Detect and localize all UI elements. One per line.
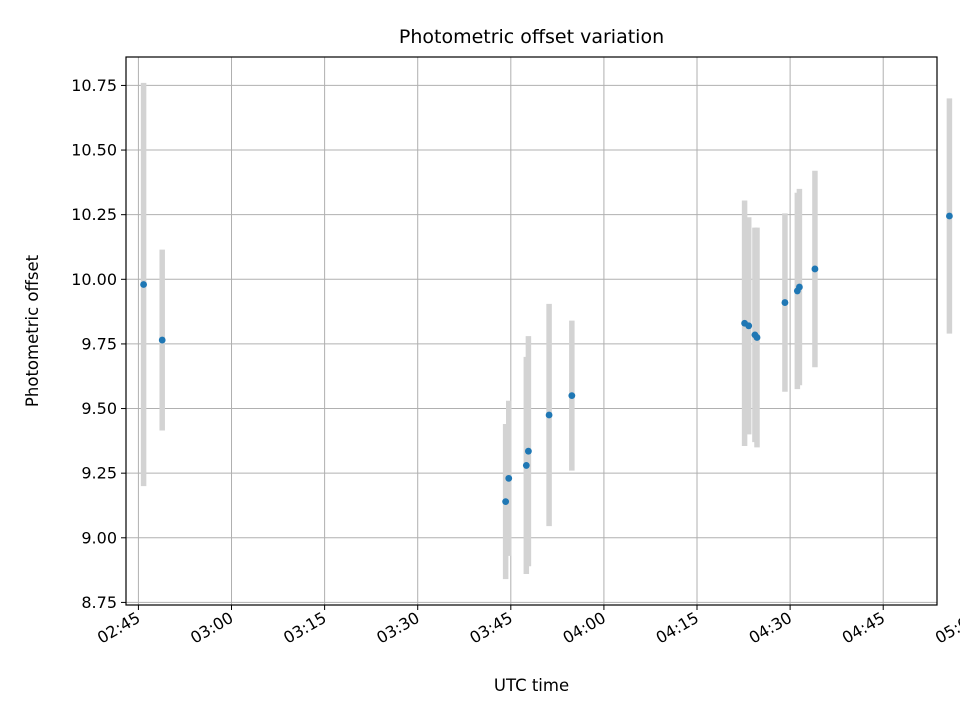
plot-area-frame — [125, 56, 938, 606]
x-tick-label: 05:00 — [932, 608, 960, 648]
data-point — [796, 283, 803, 291]
y-tick-label: 9.50 — [81, 399, 117, 418]
data-point — [781, 299, 789, 306]
data-point — [568, 392, 576, 400]
data-point — [522, 462, 530, 469]
data-point — [946, 212, 953, 220]
chart-title: Photometric offset variation — [399, 26, 664, 48]
data-point — [140, 281, 147, 288]
y-tick-label: 9.00 — [81, 528, 117, 547]
y-tick-label: 10.25 — [71, 205, 117, 224]
data-point — [811, 265, 819, 273]
x-tick-label: 03:00 — [187, 608, 236, 648]
data-points — [140, 212, 953, 506]
x-tick-label: 04:00 — [559, 608, 608, 648]
y-axis-label: Photometric offset — [23, 254, 42, 407]
x-tick-label: 02:45 — [94, 608, 143, 648]
y-tick-label: 9.25 — [81, 464, 117, 483]
x-tick-label: 04:45 — [839, 608, 888, 648]
x-tick-label: 03:15 — [280, 608, 329, 648]
data-point — [158, 336, 166, 344]
x-tick-label: 04:30 — [746, 608, 795, 648]
data-point — [505, 474, 513, 482]
data-point — [745, 322, 753, 330]
data-point — [502, 498, 510, 506]
y-tick-label: 10.50 — [71, 141, 117, 160]
grid-lines — [126, 57, 937, 605]
x-tick-label: 03:30 — [373, 608, 422, 648]
y-tick-label: 10.75 — [71, 76, 117, 95]
axis-ticks: 8.75 9.00 9.25 9.50 9.75 10.00 10.25 10.50 10.75… — [71, 76, 960, 648]
data-point — [545, 411, 553, 419]
y-tick-label: 9.75 — [81, 334, 117, 353]
y-tick-label: 8.75 — [81, 593, 117, 612]
x-axis-label: UTC time — [494, 676, 569, 695]
data-point — [753, 334, 761, 341]
x-tick-label: 03:45 — [466, 608, 515, 648]
data-point — [524, 447, 532, 455]
errorbars — [140, 82, 953, 580]
x-tick-label: 04:15 — [653, 608, 702, 648]
y-tick-label: 10.00 — [71, 270, 117, 289]
